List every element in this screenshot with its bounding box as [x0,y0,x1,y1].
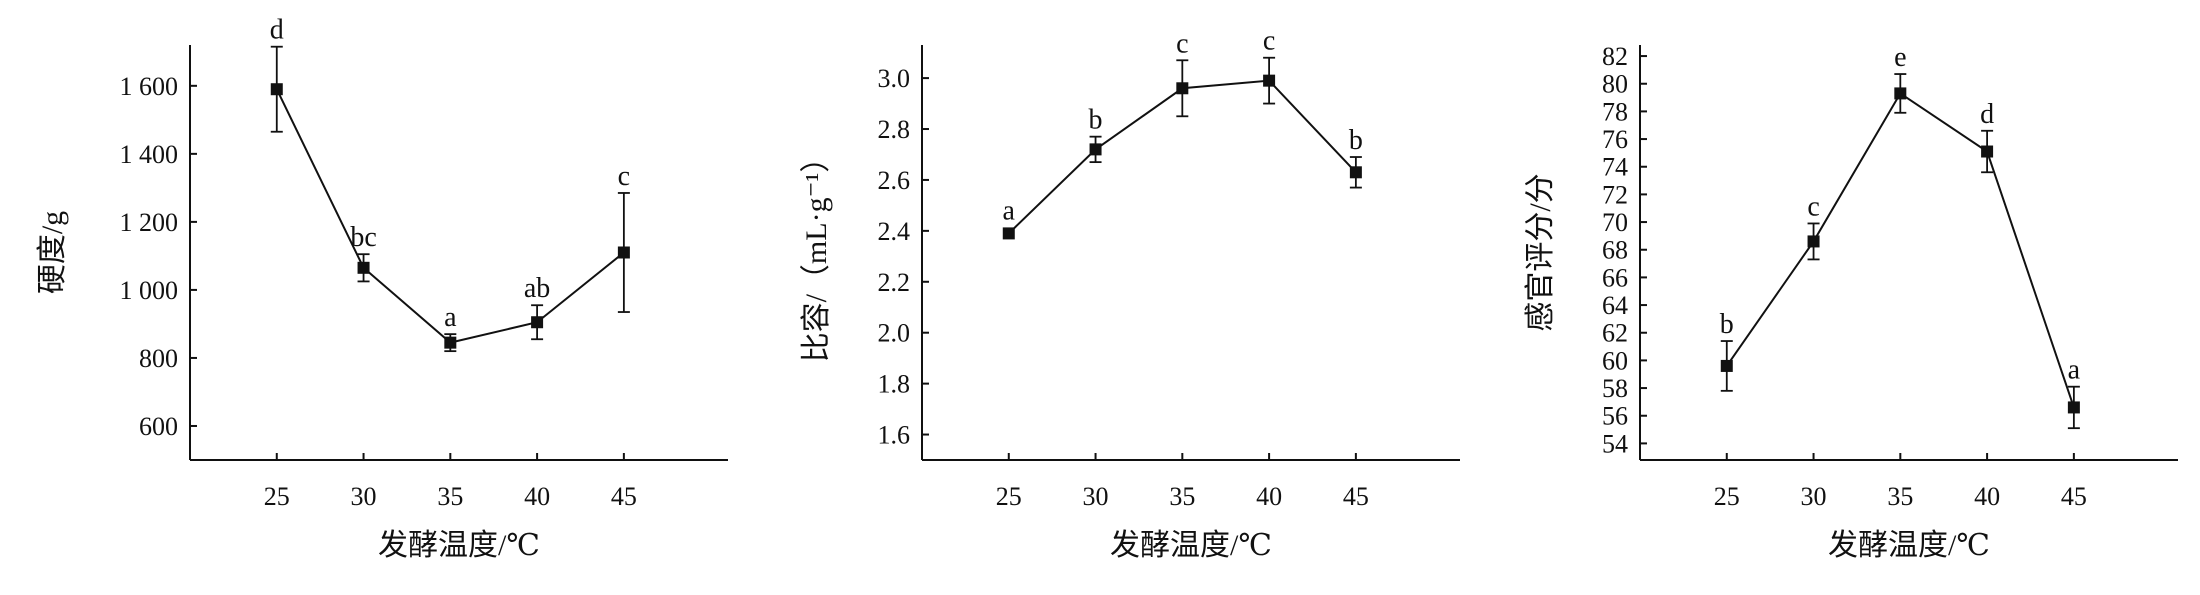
y-tick-label: 1 600 [120,72,179,101]
y-tick-label: 80 [1602,70,1628,99]
data-point [2067,401,2080,414]
x-tick-label: 40 [1256,482,1282,511]
significance-label: a [444,302,457,333]
data-point [617,246,630,259]
y-tick-label: 54 [1602,429,1628,458]
data-point [1720,359,1733,372]
x-tick-label: 40 [524,482,550,511]
y-axis-title: 比容/（mL·g⁻¹） [800,143,833,363]
significance-label: d [1980,99,1994,130]
data-point [1807,235,1820,248]
significance-label: d [270,15,284,46]
data-point [1349,166,1362,179]
x-axis-title: 发酵温度/℃ [1828,529,1990,562]
significance-label: bc [350,222,376,253]
data-point [1002,227,1015,240]
y-tick-label: 2.0 [878,319,911,348]
significance-label: c [1176,28,1188,59]
data-point [531,316,544,329]
y-tick-label: 2.6 [878,166,911,195]
y-tick-label: 1.6 [878,421,911,450]
series-line [1725,91,2075,408]
y-tick-label: 64 [1602,291,1628,320]
y-tick-label: 56 [1602,402,1628,431]
data-point [1981,145,1994,158]
x-tick-label: 45 [2061,482,2087,511]
significance-label: e [1894,42,1906,73]
y-tick-label: 82 [1602,42,1628,71]
x-axis-title: 发酵温度/℃ [378,529,540,562]
y-tick-label: 1 000 [120,276,179,305]
y-tick-label: 2.2 [878,268,911,297]
x-axis-title: 发酵温度/℃ [1110,529,1272,562]
significance-label: c [618,161,630,192]
x-tick-label: 35 [437,482,463,511]
significance-label: b [1089,105,1103,136]
y-tick-label: 78 [1602,97,1628,126]
y-tick-label: 76 [1602,125,1628,154]
y-tick-label: 72 [1602,180,1628,209]
x-tick-label: 40 [1974,482,2000,511]
data-point [270,83,283,96]
x-tick-label: 30 [351,482,377,511]
y-tick-label: 74 [1602,153,1628,182]
y-axis-title: 硬度/g [36,211,69,294]
y-tick-label: 3.0 [878,64,911,93]
y-tick-label: 2.8 [878,115,911,144]
sensory-score-chart: 发酵温度/℃ 感官评分/分 54565860626466687072747678… [1524,42,2178,562]
significance-label: c [1807,191,1819,222]
significance-label: b [1720,309,1734,340]
x-tick-label: 45 [611,482,637,511]
significance-label: c [1263,26,1275,57]
data-point [1894,87,1907,100]
significance-label: b [1349,125,1363,156]
x-tick-label: 30 [1801,482,1827,511]
y-tick-label: 62 [1602,319,1628,348]
data-point [1176,82,1189,95]
y-tick-label: 1 200 [120,208,179,237]
y-tick-label: 58 [1602,374,1628,403]
hardness-chart: 发酵温度/℃ 硬度/g 600 800 1 000 1 200 1 400 1 600 25… [36,15,728,562]
y-tick-label: 70 [1602,208,1628,237]
significance-label: ab [524,273,550,304]
data-point [1263,74,1276,87]
y-tick-label: 66 [1602,263,1628,292]
x-tick-label: 25 [264,482,290,511]
x-tick-label: 30 [1083,482,1109,511]
x-tick-label: 25 [1714,482,1740,511]
y-tick-label: 600 [139,412,178,441]
y-tick-label: 68 [1602,236,1628,265]
x-tick-label: 45 [1343,482,1369,511]
x-tick-label: 35 [1887,482,1913,511]
x-tick-label: 25 [996,482,1022,511]
data-point [444,336,457,349]
specific-volume-chart: 发酵温度/℃ 比容/（mL·g⁻¹） 1.6 1.8 2.0 2.2 2.4 2.6 2.8… [800,26,1460,562]
x-tick-label: 35 [1169,482,1195,511]
y-tick-label: 1.8 [878,370,911,399]
y-tick-label: 60 [1602,346,1628,375]
significance-label: a [1003,195,1016,226]
y-tick-label: 800 [139,344,178,373]
significance-label: a [2068,355,2081,386]
data-point [1089,143,1102,156]
y-tick-label: 2.4 [878,217,911,246]
y-axis-title: 感官评分/分 [1524,173,1557,331]
y-tick-label: 1 400 [120,140,179,169]
data-point [357,261,370,274]
